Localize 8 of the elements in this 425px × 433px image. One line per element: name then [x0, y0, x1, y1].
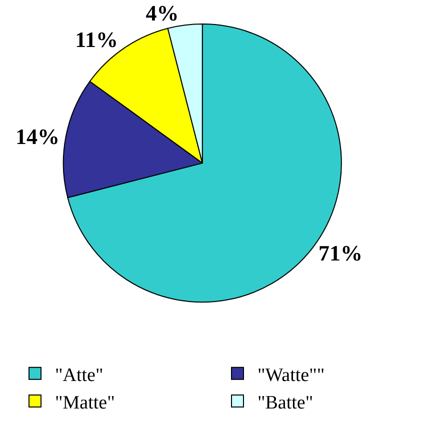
- data-label: 11%: [75, 27, 118, 52]
- data-label: 4%: [146, 0, 179, 26]
- legend-label: "Watte"": [258, 364, 325, 386]
- legend-label: "Batte": [258, 392, 314, 414]
- legend-label: "Matte": [55, 392, 115, 414]
- legend-label: "Atte": [55, 364, 104, 386]
- data-label: 14%: [16, 124, 60, 150]
- data-label: 71%: [318, 240, 362, 266]
